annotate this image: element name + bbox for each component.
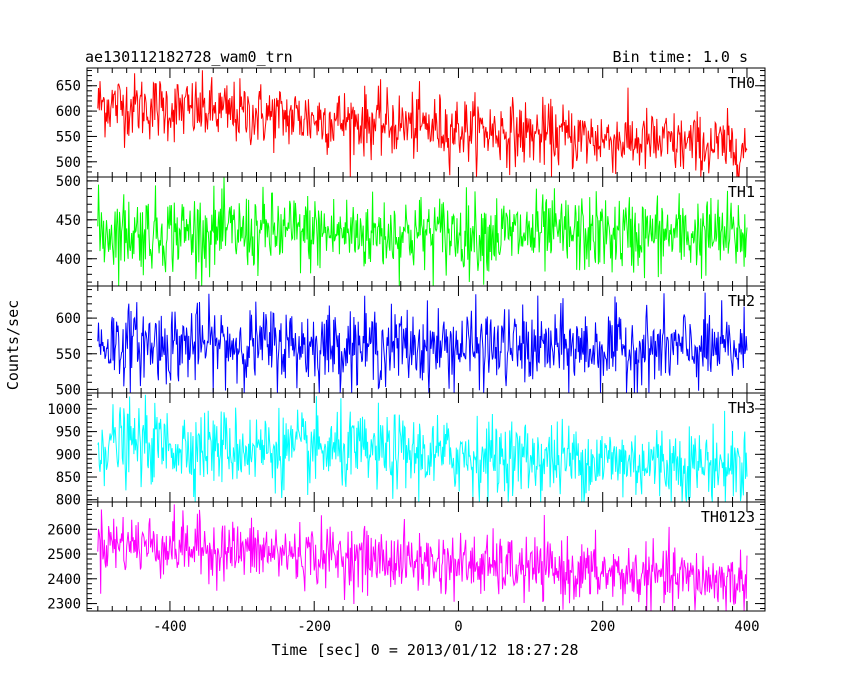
- y-axis-label: Counts/sec: [4, 300, 22, 390]
- x-tick-label: -200: [297, 619, 331, 635]
- y-tick-label: 550: [56, 347, 81, 363]
- panel-label-th1: TH1: [728, 183, 755, 201]
- panel-frame-th0123: [86, 501, 766, 612]
- y-tick-label: 950: [56, 425, 81, 441]
- y-tick-label: 2400: [47, 572, 81, 588]
- series-line-th1: [97, 176, 748, 287]
- panel-label-th2: TH2: [728, 292, 755, 310]
- y-tick-label: 2500: [47, 547, 81, 563]
- x-tick-label: 0: [454, 619, 462, 635]
- x-tick-label: 200: [590, 619, 615, 635]
- y-tick-label: 900: [56, 447, 81, 463]
- y-tick-label: 450: [56, 213, 81, 229]
- x-tick-label: 400: [734, 619, 759, 635]
- y-tick-label: 650: [56, 79, 81, 95]
- y-tick-label: 500: [56, 174, 81, 190]
- y-tick-label: 500: [56, 382, 81, 398]
- y-tick-label: 2600: [47, 522, 81, 538]
- series-line-th3: [97, 394, 748, 503]
- y-tick-label: 600: [56, 311, 81, 327]
- y-tick-label: 600: [56, 104, 81, 120]
- panel-label-th0123: TH0123: [701, 508, 755, 526]
- y-tick-label: 500: [56, 155, 81, 171]
- series-line-th2: [97, 292, 748, 394]
- panels-group: 500 550 600 650 TH0 400 450 500 TH1 500 550 600 TH2 8…: [47, 67, 766, 635]
- y-tick-label: 800: [56, 493, 81, 509]
- panel-label-th0: TH0: [728, 74, 755, 92]
- bin-time-label: Bin time: 1.0 s: [613, 48, 748, 66]
- x-tick-label: -400: [153, 619, 187, 635]
- series-line-th0123: [97, 504, 748, 612]
- x-axis-label: Time [sec] 0 = 2013/01/12 18:27:28: [271, 641, 578, 659]
- y-tick-label: 850: [56, 470, 81, 486]
- y-tick-label: 1000: [47, 402, 81, 418]
- y-tick-label: 2300: [47, 597, 81, 613]
- chart-title: ae130112182728_wam0_trn: [85, 48, 293, 66]
- y-tick-label: 400: [56, 252, 81, 268]
- series-line-th0: [97, 70, 748, 178]
- panel-label-th3: TH3: [728, 399, 755, 417]
- y-tick-label: 550: [56, 129, 81, 145]
